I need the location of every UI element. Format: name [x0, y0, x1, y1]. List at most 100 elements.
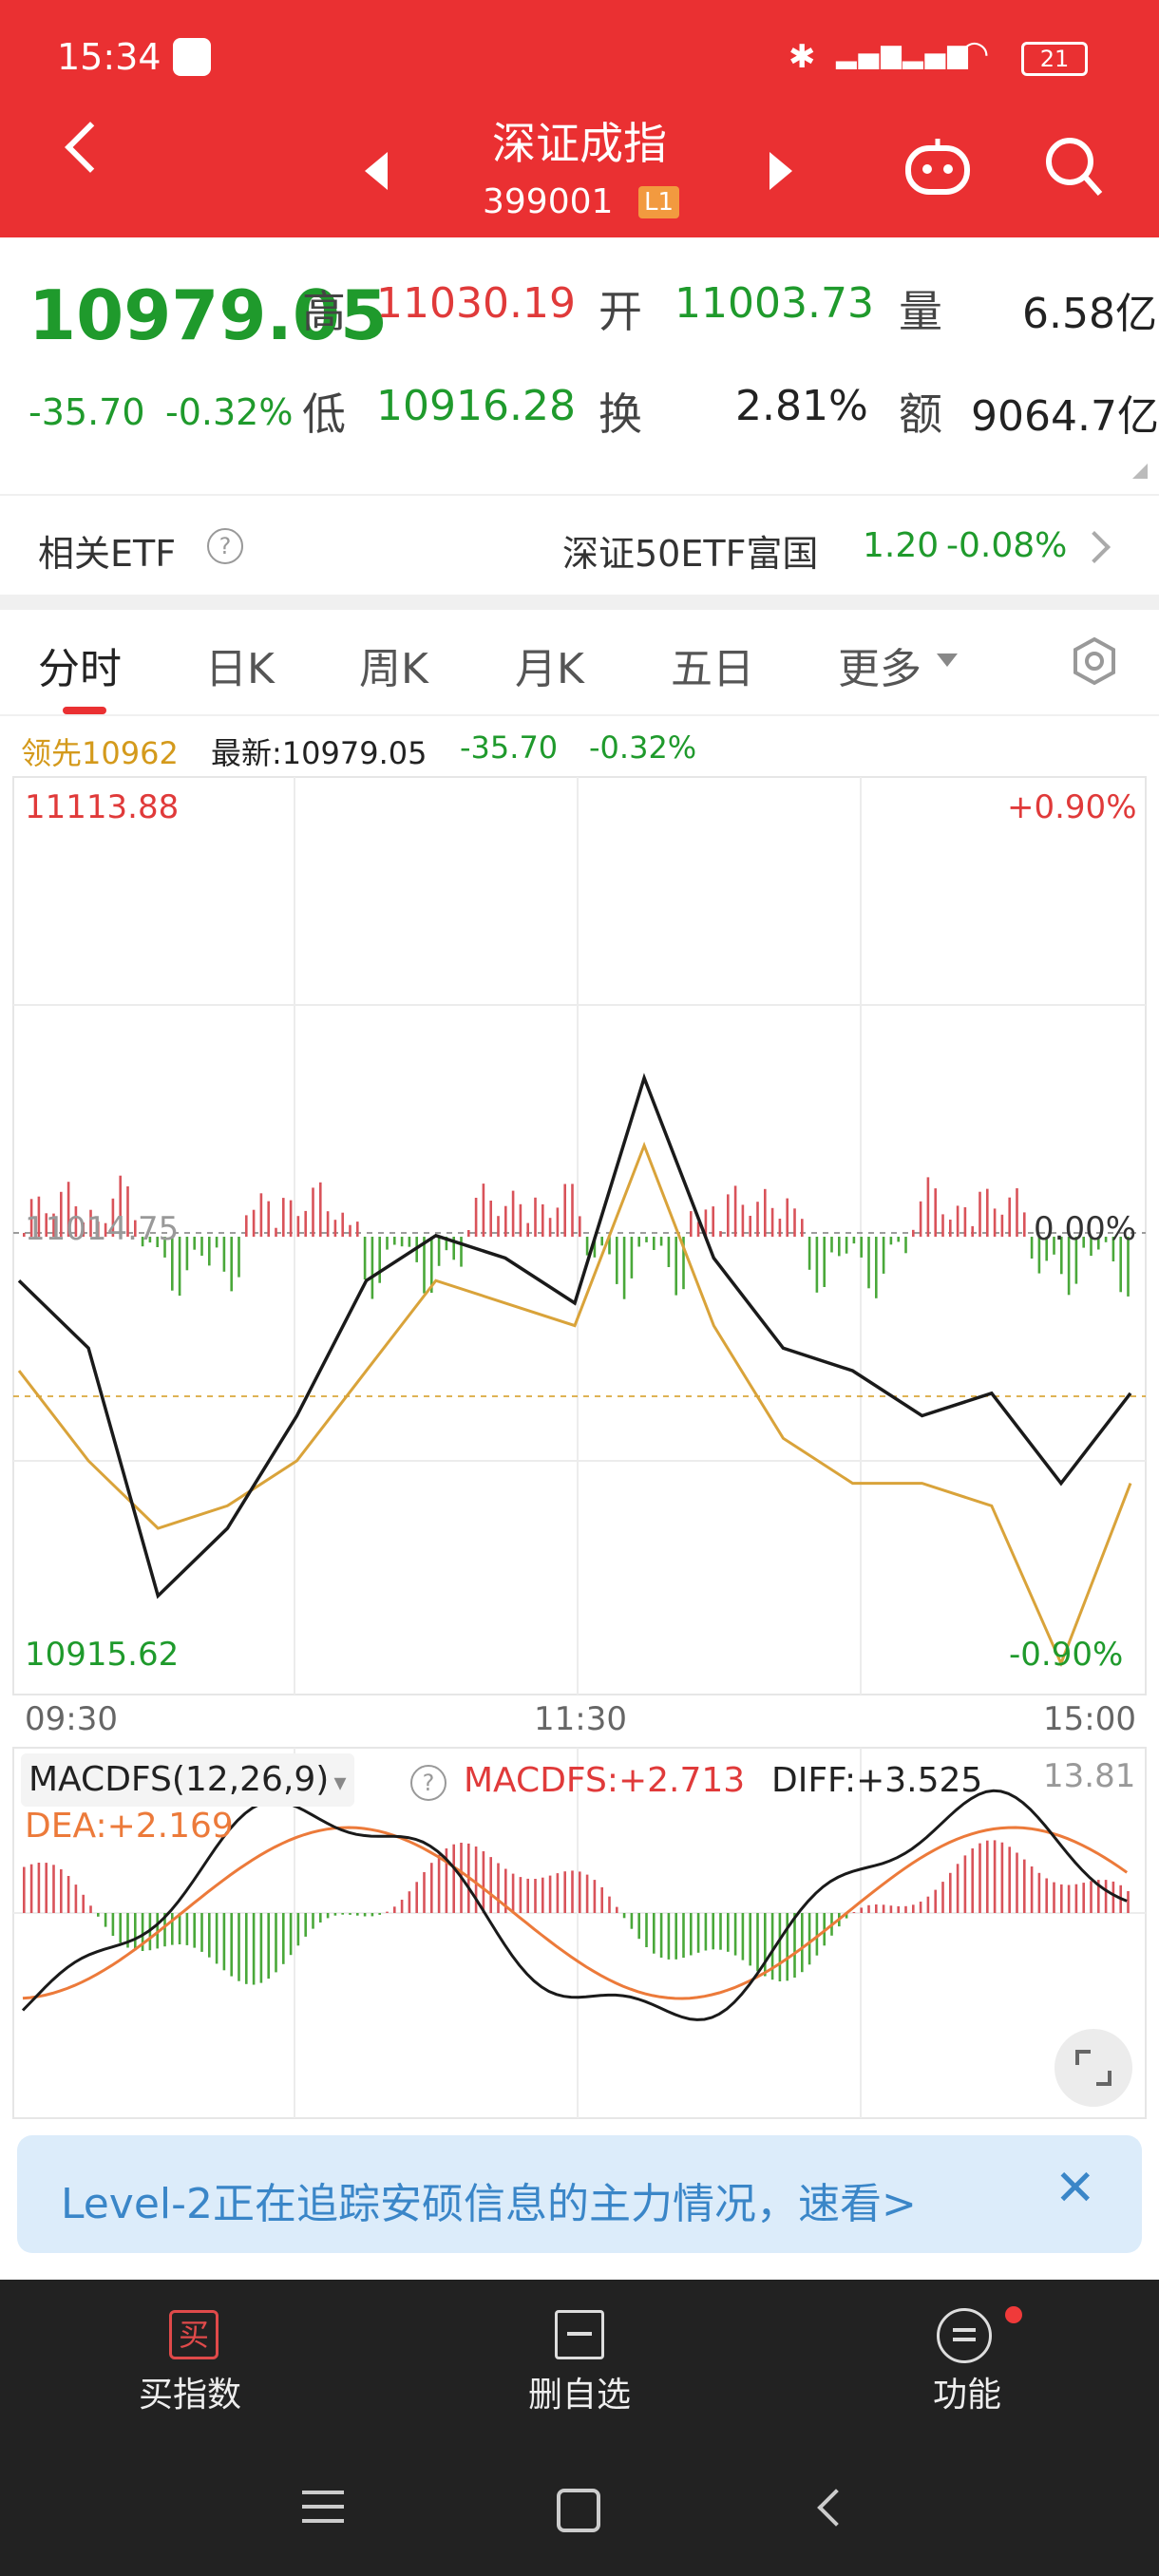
volume-bar — [690, 1211, 693, 1237]
robot-icon[interactable] — [902, 137, 973, 198]
macd-bar — [511, 1873, 515, 1913]
macd-bar — [659, 1913, 663, 1958]
macd-bar — [993, 1840, 997, 1913]
macd-bar — [1045, 1878, 1048, 1913]
macd-bar — [690, 1913, 693, 1956]
macd-bar — [222, 1913, 226, 1971]
volume-bar — [1067, 1237, 1071, 1296]
volume-bar — [356, 1222, 359, 1237]
fullscreen-icon — [1075, 2050, 1112, 2086]
macd-bar — [111, 1913, 115, 1936]
volume-bar — [719, 1231, 722, 1237]
volume-bar — [111, 1198, 115, 1237]
volume-bar — [764, 1188, 767, 1237]
volume-bar — [1037, 1237, 1041, 1274]
volume-bar — [600, 1237, 603, 1246]
macd-bar — [727, 1913, 730, 1952]
macd-bar — [1097, 1880, 1100, 1913]
more-dropdown-icon[interactable] — [937, 653, 958, 667]
index-code: 399001 — [483, 182, 614, 221]
volume-bar — [534, 1197, 537, 1237]
time-label-mid: 11:30 — [534, 1700, 627, 1738]
volume-bar — [1053, 1237, 1055, 1255]
macd-bar — [696, 1913, 700, 1953]
active-tab-indicator — [63, 707, 106, 714]
search-icon[interactable] — [1043, 133, 1104, 199]
remove-watchlist-icon[interactable] — [555, 2310, 604, 2359]
buy-icon[interactable]: 买 — [169, 2310, 218, 2359]
volume-bar — [897, 1237, 900, 1242]
macd-chart[interactable] — [0, 1742, 1159, 2122]
volume-bar — [119, 1175, 122, 1237]
intraday-chart[interactable] — [0, 771, 1159, 1721]
expand-corner-icon[interactable] — [1132, 464, 1148, 479]
macd-dropdown-icon[interactable]: ▾ — [333, 1769, 347, 1797]
prev-index-icon[interactable] — [365, 152, 388, 190]
volume-bar — [733, 1185, 737, 1237]
help-icon[interactable]: ? — [207, 528, 243, 564]
tab-intraday[interactable]: 分时 — [38, 645, 122, 693]
macd-bar — [245, 1913, 248, 1984]
macd-bar — [1112, 1881, 1115, 1913]
tab-more[interactable]: 更多 — [838, 645, 922, 693]
time-label-end: 15:00 — [1043, 1700, 1136, 1738]
volume-bar — [185, 1237, 189, 1271]
tab-five-day[interactable]: 五日 — [671, 645, 754, 693]
macdfs-value: MACDFS:+2.713 — [464, 1761, 746, 1800]
volume-bar — [956, 1205, 960, 1237]
wifi-icon: ◠ — [960, 34, 990, 73]
macd-bar — [386, 1911, 389, 1913]
buy-index-button[interactable]: 买指数 — [139, 2376, 242, 2415]
function-icon[interactable] — [937, 2308, 992, 2363]
volume-bar — [275, 1227, 277, 1237]
menu-icon[interactable] — [302, 2489, 344, 2525]
volume-bar — [400, 1237, 404, 1247]
macd-help-icon[interactable]: ? — [410, 1765, 446, 1801]
macd-bar — [637, 1913, 640, 1940]
volume-bar — [289, 1200, 293, 1237]
macd-bar — [963, 1855, 967, 1913]
volume-bar — [437, 1237, 441, 1266]
latest-value: 最新:10979.05 — [211, 735, 428, 771]
chevron-right-icon[interactable] — [1078, 531, 1111, 563]
volume-bar — [1000, 1214, 1004, 1237]
tab-daily-k[interactable]: 日K — [205, 645, 275, 693]
volume-bar — [630, 1237, 634, 1279]
tab-weekly-k[interactable]: 周K — [359, 645, 428, 693]
etf-name[interactable]: 深证50ETF富国 — [562, 533, 819, 575]
volume-bar — [29, 1199, 33, 1237]
macd-bar — [452, 1844, 455, 1913]
next-index-icon[interactable] — [770, 152, 792, 190]
macd-selector[interactable]: MACDFS(12,26,9) ▾ — [21, 1753, 354, 1807]
macd-bar — [259, 1913, 263, 1983]
macd-bar — [52, 1865, 55, 1913]
axis-zero-pct-label: 0.00% — [1034, 1210, 1137, 1248]
page-title: 深证成指 — [492, 118, 667, 169]
volume-bar — [645, 1237, 648, 1242]
volume-bar — [349, 1224, 352, 1237]
macd-bar — [497, 1863, 500, 1913]
macd-bar — [141, 1913, 144, 1951]
macd-bar — [756, 1913, 759, 1972]
axis-max-label: 11113.88 — [25, 788, 180, 826]
macd-bar — [304, 1913, 307, 1937]
settings-icon[interactable] — [1070, 636, 1119, 686]
macd-bar — [764, 1913, 767, 1977]
tab-monthly-k[interactable]: 月K — [515, 645, 584, 693]
macd-bar — [770, 1913, 774, 1980]
volume-bar — [148, 1237, 152, 1243]
volume-bar — [919, 1201, 922, 1237]
macd-bar — [1016, 1852, 1018, 1913]
banner-text[interactable]: Level-2正在追踪安硕信息的主力情况，速看> — [61, 2180, 917, 2228]
level2-banner[interactable]: Level-2正在追踪安硕信息的主力情况，速看> ✕ — [17, 2135, 1142, 2253]
macd-bar — [66, 1876, 70, 1913]
fullscreen-button[interactable] — [1054, 2029, 1132, 2107]
function-button[interactable]: 功能 — [933, 2376, 1002, 2415]
amount-label: 额 — [899, 388, 942, 440]
macd-bar — [163, 1913, 166, 1947]
close-icon[interactable]: ✕ — [1054, 2160, 1096, 2217]
home-icon[interactable] — [557, 2489, 600, 2532]
remove-watchlist-button[interactable]: 删自选 — [528, 2376, 632, 2415]
macd-bar — [200, 1913, 203, 1952]
macd-bar — [926, 1896, 930, 1913]
